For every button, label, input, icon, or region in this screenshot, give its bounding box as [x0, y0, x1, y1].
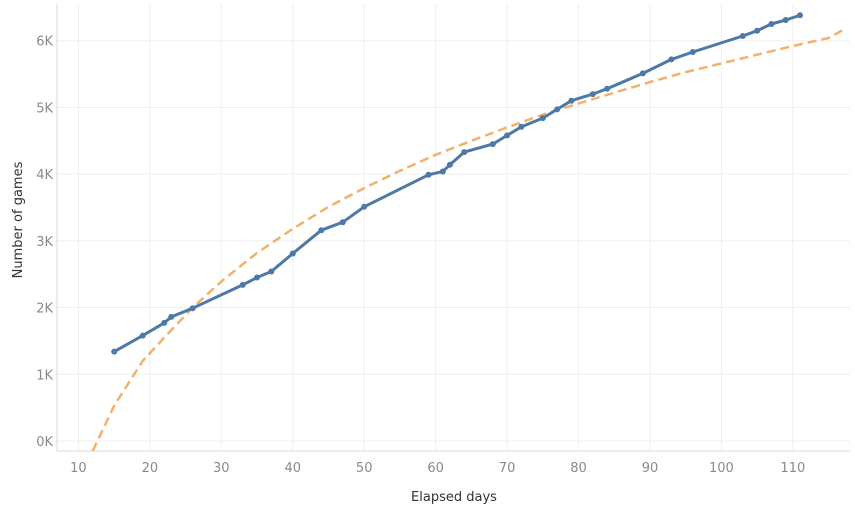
data-point[interactable] [339, 219, 346, 226]
data-point[interactable] [554, 106, 561, 113]
data-point[interactable] [754, 27, 761, 34]
trend-line [91, 28, 844, 451]
x-tick-label: 50 [356, 461, 373, 476]
data-point[interactable] [289, 250, 296, 257]
data-point[interactable] [268, 268, 275, 275]
data-point[interactable] [239, 281, 246, 288]
data-point[interactable] [768, 21, 775, 27]
series [91, 12, 844, 451]
data-point[interactable] [568, 97, 575, 104]
data-point[interactable] [318, 227, 325, 234]
x-tick-label: 100 [709, 461, 734, 476]
y-tick-label: 1K [36, 368, 53, 383]
data-series-line [112, 13, 802, 354]
x-axis-title: Elapsed days [411, 490, 497, 505]
x-tick-label: 10 [70, 461, 87, 476]
x-tick-label: 70 [499, 461, 516, 476]
x-tick-label: 90 [642, 461, 659, 476]
data-point[interactable] [797, 12, 803, 19]
y-tick-label: 4K [36, 168, 53, 183]
x-tick-label: 30 [213, 461, 230, 476]
data-point[interactable] [189, 305, 196, 312]
data-point[interactable] [111, 348, 118, 355]
data-point[interactable] [425, 171, 432, 178]
grid [57, 4, 850, 451]
data-point[interactable] [254, 274, 260, 281]
data-point[interactable] [518, 123, 525, 130]
data-point[interactable] [782, 17, 789, 23]
data-point[interactable] [689, 49, 696, 55]
y-axis-title: Number of games [11, 161, 26, 278]
data-point[interactable] [504, 132, 511, 139]
y-tick-label: 5K [36, 101, 53, 116]
data-point[interactable] [439, 168, 446, 175]
x-tick-label: 110 [780, 461, 805, 476]
data-point[interactable] [461, 149, 468, 156]
x-tick-label: 60 [427, 461, 444, 476]
data-point[interactable] [139, 332, 146, 339]
data-point[interactable] [539, 115, 546, 122]
y-tick-label: 3K [36, 235, 53, 250]
x-tick-label: 80 [570, 461, 587, 476]
x-tick-label: 40 [284, 461, 301, 476]
data-point[interactable] [446, 161, 453, 168]
y-tick-label: 6K [36, 35, 53, 50]
data-point[interactable] [604, 85, 611, 92]
data-point[interactable] [739, 33, 746, 39]
y-tick-label: 0K [36, 435, 53, 450]
tick-labels: 10 20 30 40 50 60 70 80 90 100 110 0K 1K 2K 3K 4K 5K 6K [36, 35, 805, 476]
data-point[interactable] [639, 70, 646, 77]
x-tick-label: 20 [142, 461, 159, 476]
data-point[interactable] [589, 91, 596, 98]
data-point[interactable] [668, 56, 675, 63]
data-point[interactable] [361, 203, 368, 210]
axes [56, 4, 850, 452]
data-point[interactable] [489, 141, 496, 148]
data-point[interactable] [168, 313, 175, 320]
data-point[interactable] [161, 319, 168, 326]
y-tick-label: 2K [36, 302, 53, 317]
